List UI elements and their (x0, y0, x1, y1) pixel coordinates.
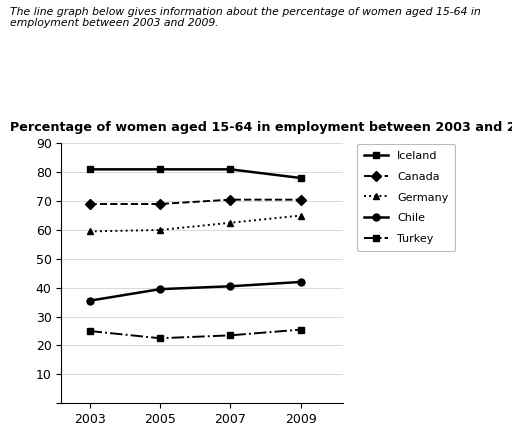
Legend: Iceland, Canada, Germany, Chile, Turkey: Iceland, Canada, Germany, Chile, Turkey (357, 144, 455, 251)
Text: Percentage of women aged 15-64 in employment between 2003 and 2009: Percentage of women aged 15-64 in employ… (10, 121, 512, 134)
Text: The line graph below gives information about the percentage of women aged 15-64 : The line graph below gives information a… (10, 7, 481, 28)
